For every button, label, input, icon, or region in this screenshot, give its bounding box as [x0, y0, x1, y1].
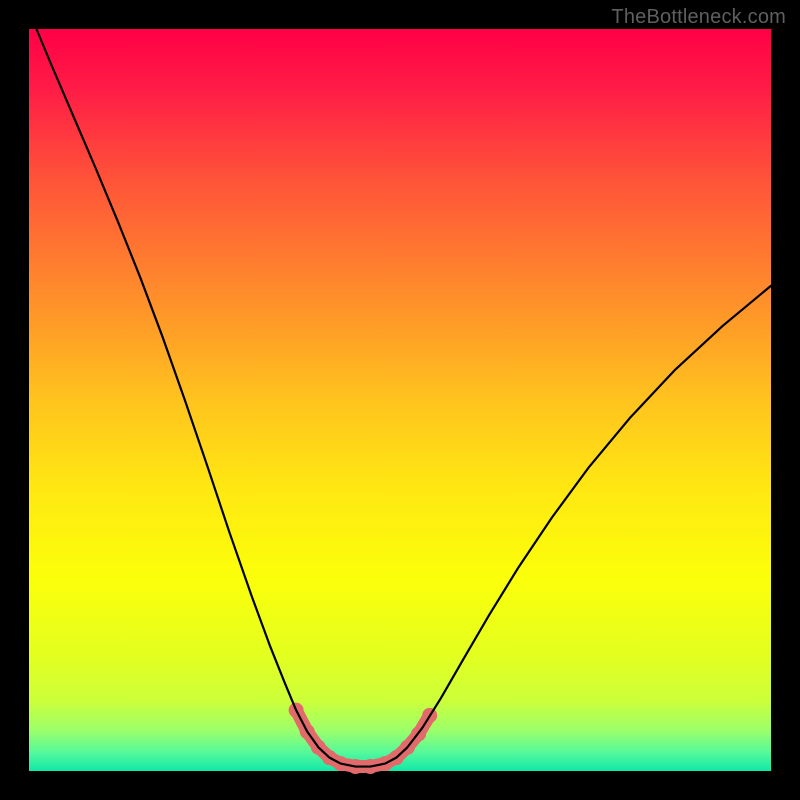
gradient-background [29, 29, 771, 771]
watermark-text: TheBottleneck.com [611, 6, 786, 29]
bottleneck-chart [0, 0, 800, 800]
